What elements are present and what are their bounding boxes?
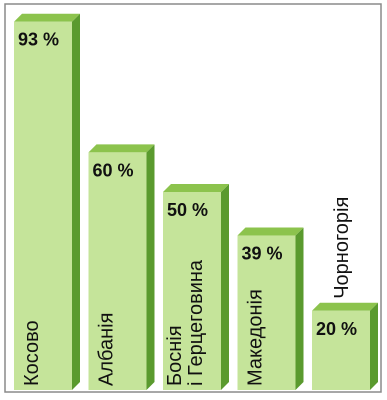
bar-group: 50 % Босніяі Герцеговина — [163, 184, 229, 390]
category-label-line: Албанія — [96, 313, 118, 386]
bar-top — [88, 144, 155, 153]
data-label: 20 % — [316, 319, 357, 339]
bar — [88, 152, 147, 390]
category-label: Босніяі Герцеговина — [164, 259, 207, 386]
bar-top — [312, 302, 378, 311]
category-label-line: Македонія — [245, 289, 267, 386]
category-label-line: Косово — [21, 320, 43, 386]
category-label-line: Боснія — [164, 325, 186, 386]
bar — [14, 21, 72, 390]
bar-top — [237, 227, 304, 236]
bar-group: 39 % Македонія — [237, 227, 304, 390]
bar-side — [295, 227, 304, 390]
bar — [237, 235, 296, 390]
bar-side — [221, 184, 229, 390]
bar — [163, 192, 221, 390]
category-label: Албанія — [96, 313, 118, 386]
bar-group: 93 % Косово — [14, 13, 80, 390]
bar-side — [146, 144, 155, 390]
bars-layer: 93 % Косово 60 % Албанія 50 % Босніяі Герцего… — [14, 13, 378, 390]
bar-side — [370, 302, 378, 390]
bar-group: 20 % Чорногорія — [312, 197, 378, 390]
bar — [312, 310, 370, 390]
data-label: 93 % — [18, 30, 59, 50]
bar-side — [72, 13, 80, 390]
data-label: 39 % — [242, 244, 283, 264]
bar-group: 60 % Албанія — [88, 144, 155, 390]
bar-top — [14, 13, 80, 22]
category-label: Македонія — [245, 289, 267, 386]
category-label: Чорногорія — [331, 197, 353, 299]
bar-top — [163, 184, 229, 192]
category-label-line: і Герцеговина — [185, 259, 207, 386]
category-label: Косово — [21, 320, 43, 386]
data-label: 50 % — [167, 200, 208, 220]
category-label-line: Чорногорія — [331, 197, 353, 299]
data-label: 60 % — [93, 160, 134, 180]
